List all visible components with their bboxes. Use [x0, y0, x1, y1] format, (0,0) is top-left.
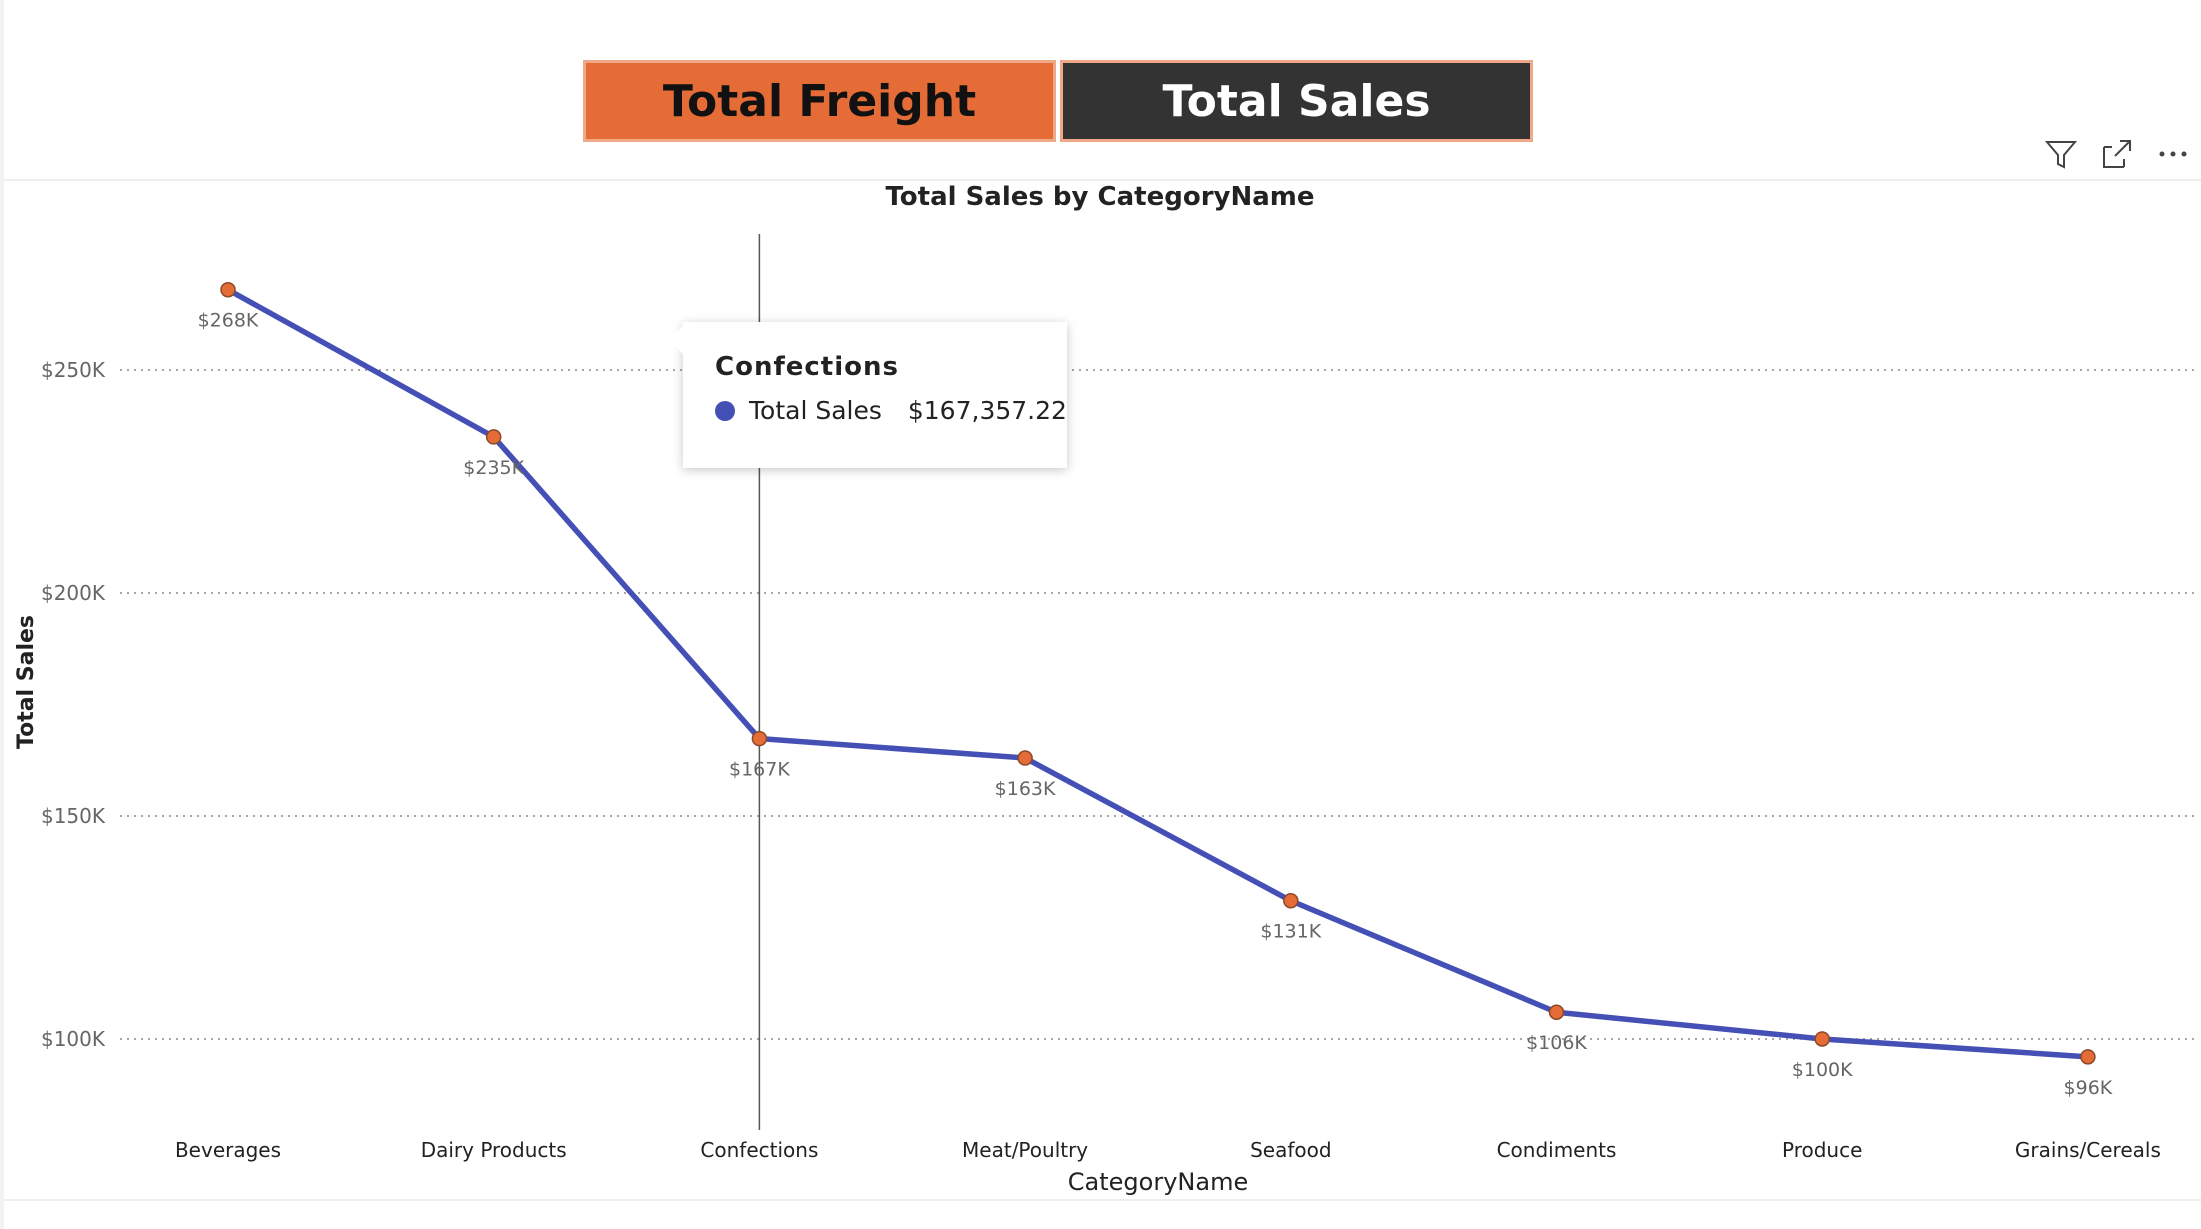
data-point — [1017, 750, 1033, 766]
data-label: $96K — [2064, 1077, 2113, 1099]
report-canvas-edge — [0, 0, 4, 1229]
y-tick-label: $250K — [41, 358, 106, 382]
data-label: $106K — [1526, 1032, 1587, 1054]
visual-top-border — [4, 179, 2201, 181]
x-tick-label: Meat/Poultry — [962, 1138, 1088, 1162]
data-point — [751, 730, 768, 747]
tooltip-value: $167,357.22 — [907, 396, 1067, 425]
visual-bottom-border — [4, 1199, 2201, 1201]
more-options-icon[interactable] — [2157, 138, 2189, 170]
y-tick-label: $100K — [41, 1027, 106, 1051]
y-tick-label: $150K — [41, 804, 106, 828]
x-tick-label: Seafood — [1250, 1138, 1331, 1162]
total-freight-button[interactable]: Total Freight — [583, 60, 1056, 142]
y-axis-title: Total Sales — [14, 615, 39, 749]
visual-header — [2045, 138, 2189, 170]
x-tick-label: Confections — [700, 1138, 818, 1162]
tooltip-series-name: Total Sales — [749, 396, 882, 425]
x-tick-label: Condiments — [1497, 1138, 1617, 1162]
measure-toggle: Total Freight Total Sales — [583, 60, 1533, 142]
data-label: $131K — [1260, 921, 1321, 943]
total-sales-button[interactable]: Total Sales — [1060, 60, 1533, 142]
data-point — [1548, 1004, 1565, 1020]
chart-title: Total Sales by CategoryName — [886, 182, 1315, 212]
x-tick-label: Beverages — [175, 1138, 281, 1162]
x-tick-label: Grains/Cereals — [2015, 1138, 2161, 1162]
data-label: $100K — [1792, 1059, 1853, 1081]
data-label: $235K — [463, 457, 524, 479]
tooltip: Confections Total Sales $167,357.22 — [669, 322, 1067, 468]
data-point — [220, 281, 236, 298]
tooltip-category: Confections — [715, 352, 899, 382]
y-tick-label: $200K — [41, 581, 106, 605]
data-label: $268K — [198, 310, 259, 332]
filter-icon[interactable] — [2045, 138, 2077, 170]
data-label: $167K — [729, 759, 790, 781]
series-line — [226, 287, 2089, 1060]
x-tick-label: Produce — [1782, 1138, 1862, 1162]
data-point — [1283, 892, 1299, 909]
x-tick-label: Dairy Products — [421, 1138, 567, 1162]
data-point — [1814, 1031, 1830, 1047]
data-point — [485, 429, 502, 445]
x-axis-title: CategoryName — [1068, 1168, 1248, 1196]
data-point — [2080, 1049, 2096, 1065]
focus-mode-icon[interactable] — [2101, 138, 2133, 170]
data-label: $163K — [995, 778, 1056, 800]
tooltip-series-dot — [715, 400, 735, 421]
